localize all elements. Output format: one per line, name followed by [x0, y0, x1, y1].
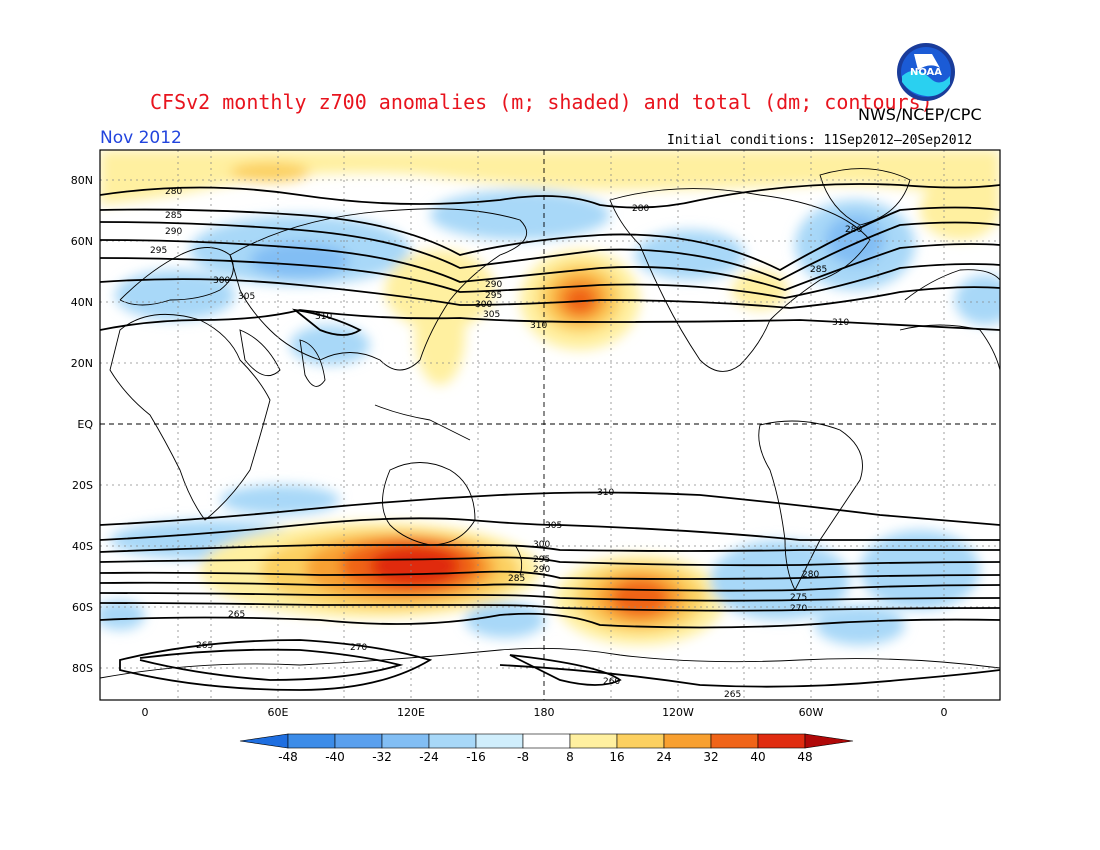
svg-text:275: 275 [790, 593, 807, 603]
colorbar-tick-label: -48 [278, 750, 298, 764]
lat-label-80n: 80N [71, 174, 93, 187]
lon-label-60w: 60W [799, 706, 824, 719]
colorbar-swatch [522, 733, 571, 749]
colorbar-swatch [428, 733, 477, 749]
colorbar-tick-label: -8 [517, 750, 529, 764]
colorbar-arrow-left [239, 733, 289, 749]
noaa-logo-icon: NOAA [897, 43, 955, 101]
forecast-period: Nov 2012 [100, 128, 182, 148]
colorbar-arrow-right [804, 733, 854, 749]
chart-title: CFSv2 monthly z700 anomalies (m; shaded)… [150, 90, 933, 114]
colorbar-swatch [616, 733, 665, 749]
svg-text:295: 295 [485, 291, 502, 301]
lat-label-60s: 60S [72, 601, 93, 614]
svg-text:270: 270 [790, 604, 807, 614]
agency-label: NWS/NCEP/CPC [858, 105, 982, 124]
svg-text:265: 265 [724, 690, 741, 700]
lat-label-40n: 40N [71, 296, 93, 309]
colorbar-swatch [334, 733, 383, 749]
initial-conditions: Initial conditions: 11Sep2012–20Sep2012 [667, 133, 973, 148]
svg-text:265: 265 [228, 610, 245, 620]
colorbar-tick-label: 16 [609, 750, 624, 764]
svg-text:310: 310 [597, 488, 614, 498]
colorbar-swatch [663, 733, 712, 749]
lat-label-20s: 20S [72, 479, 93, 492]
svg-text:280: 280 [632, 204, 649, 214]
colorbar-tick-label: -16 [466, 750, 486, 764]
svg-text:290: 290 [165, 227, 182, 237]
svg-text:305: 305 [238, 292, 255, 302]
colorbar-swatch [287, 733, 336, 749]
lat-label-60n: 60N [71, 235, 93, 248]
lat-label-80s: 80S [72, 662, 93, 675]
colorbar-tick-label: -24 [419, 750, 439, 764]
colorbar-tick-label: 24 [656, 750, 671, 764]
svg-text:310: 310 [832, 318, 849, 328]
svg-text:280: 280 [845, 225, 862, 235]
colorbar-tick-label: 48 [797, 750, 812, 764]
longitude-axis: 0 60E 120E 180 120W 60W 0 [142, 706, 948, 719]
lon-label-120w: 120W [662, 706, 694, 719]
svg-text:285: 285 [508, 574, 525, 584]
svg-text:265: 265 [196, 641, 213, 651]
svg-text:285: 285 [165, 211, 182, 221]
svg-text:285: 285 [810, 265, 827, 275]
lon-label-0-east: 0 [941, 706, 948, 719]
svg-text:305: 305 [483, 310, 500, 320]
svg-text:270: 270 [350, 643, 367, 653]
svg-text:290: 290 [485, 280, 502, 290]
map-frame [99, 149, 1001, 701]
lon-label-0: 0 [142, 706, 149, 719]
svg-text:280: 280 [802, 570, 819, 580]
svg-text:300: 300 [475, 300, 492, 310]
lon-label-60e: 60E [268, 706, 289, 719]
colorbar-tick-label: -32 [372, 750, 392, 764]
colorbar: -48 -40 -32 -24 -16 -8 8 16 24 32 40 48 [239, 733, 854, 764]
colorbar-swatch [710, 733, 759, 749]
svg-text:290: 290 [533, 565, 550, 575]
colorbar-swatch [381, 733, 430, 749]
svg-text:305: 305 [545, 521, 562, 531]
colorbar-tick-label: 32 [703, 750, 718, 764]
reference-lines [100, 150, 1000, 700]
lat-label-40s: 40S [72, 540, 93, 553]
svg-text:295: 295 [533, 555, 550, 565]
lat-label-20n: 20N [71, 357, 93, 370]
lon-label-120e: 120E [397, 706, 425, 719]
colorbar-tick-label: -40 [325, 750, 345, 764]
latitude-axis: 80N 60N 40N 20N EQ 20S 40S 60S 80S [71, 174, 94, 675]
svg-text:300: 300 [213, 276, 230, 286]
svg-text:310: 310 [315, 312, 332, 322]
lon-label-180: 180 [534, 706, 555, 719]
svg-text:295: 295 [150, 246, 167, 256]
svg-text:260: 260 [603, 677, 620, 687]
height-contours [100, 183, 1000, 691]
colorbar-swatch [569, 733, 618, 749]
svg-text:310: 310 [530, 321, 547, 331]
colorbar-swatch [475, 733, 524, 749]
svg-text:280: 280 [165, 187, 182, 197]
lat-label-eq: EQ [77, 418, 93, 431]
colorbar-tick-label: 40 [750, 750, 765, 764]
logo-text: NOAA [910, 67, 942, 78]
svg-text:300: 300 [533, 540, 550, 550]
contour-labels: 280 285 290 295 300 305 310 310 310 305 … [150, 187, 862, 700]
colorbar-tick-label: 8 [566, 750, 574, 764]
colorbar-swatch [757, 733, 806, 749]
